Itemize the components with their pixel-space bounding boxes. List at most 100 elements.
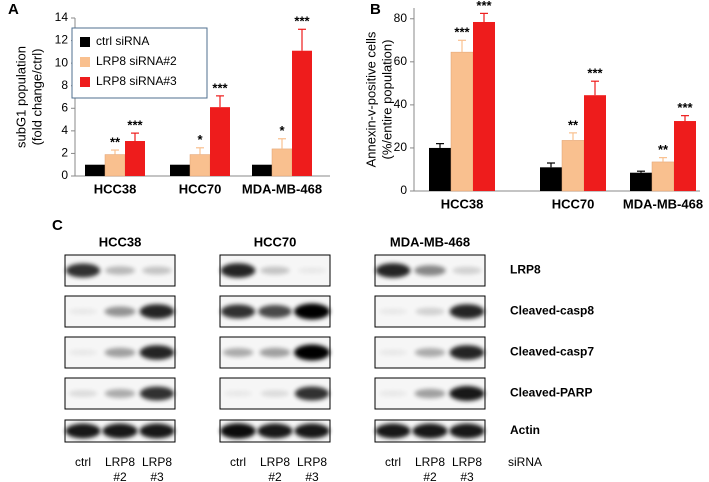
- bar: [85, 164, 105, 176]
- blot-band: [139, 345, 175, 360]
- blot-band: [375, 423, 411, 439]
- blot-band: [222, 348, 254, 357]
- y-tick-label: 0: [400, 183, 407, 197]
- group-label: HCC38: [99, 234, 142, 249]
- bar: [651, 161, 675, 192]
- significance-label: **: [110, 134, 121, 149]
- blot-band: [294, 303, 330, 320]
- blot-band: [375, 263, 411, 278]
- blot-band: [68, 390, 98, 397]
- error-bar: [111, 149, 119, 155]
- bar: [170, 164, 190, 176]
- y-tick-label: 10: [55, 55, 69, 69]
- blot-band: [415, 307, 445, 316]
- y-axis-label: Annexin-v-positive cells: [363, 31, 378, 167]
- bar: [292, 50, 312, 176]
- error-bar: [131, 132, 139, 142]
- blot-band: [104, 347, 136, 358]
- significance-label: ***: [294, 14, 310, 29]
- lane-label: #3: [150, 470, 164, 482]
- error-bar: [637, 170, 645, 173]
- lane-label: #3: [305, 470, 319, 482]
- bar: [189, 154, 211, 177]
- blot-band: [104, 389, 136, 398]
- legend-swatch: [80, 57, 90, 67]
- significance-label: ***: [212, 80, 228, 95]
- bar: [429, 147, 451, 191]
- lane-label: LRP8: [415, 455, 445, 469]
- protein-label: Cleaved-casp7: [510, 345, 594, 359]
- panel-letter: A: [8, 1, 19, 18]
- blot-band: [258, 305, 292, 318]
- lane-label: LRP8: [297, 455, 327, 469]
- blot-band: [294, 423, 330, 439]
- blot-band: [259, 347, 291, 358]
- bar: [674, 121, 696, 191]
- x-tick-label: MDA-MB-468: [242, 181, 322, 196]
- bar: [450, 51, 474, 192]
- y-tick-label: 8: [61, 78, 68, 92]
- significance-label: ***: [677, 100, 693, 115]
- group-label: MDA-MB-468: [390, 234, 470, 249]
- blot-band: [378, 349, 408, 356]
- lane-label: ctrl: [75, 455, 91, 469]
- blot-band: [378, 308, 408, 315]
- significance-label: ***: [454, 25, 470, 40]
- lane-label: #2: [113, 470, 127, 482]
- lane-label: LRP8: [452, 455, 482, 469]
- error-bar: [547, 162, 555, 168]
- error-bar: [480, 12, 488, 22]
- bar: [252, 164, 272, 176]
- protein-label: Cleaved-PARP: [510, 386, 592, 400]
- blot-band: [139, 304, 175, 319]
- error-bar: [216, 95, 224, 108]
- protein-label: Cleaved-casp8: [510, 304, 594, 318]
- significance-label: **: [658, 142, 669, 157]
- x-tick-label: HCC38: [441, 196, 484, 211]
- x-tick-label: MDA-MB-468: [623, 196, 703, 211]
- blot-band: [412, 423, 448, 439]
- blot-band: [142, 266, 172, 275]
- blot-band: [414, 388, 446, 399]
- error-bar: [298, 28, 306, 51]
- significance-label: ***: [476, 0, 492, 13]
- bar: [630, 172, 652, 191]
- blot-band: [449, 304, 485, 319]
- blot-band: [139, 423, 175, 439]
- y-tick-label: 6: [61, 100, 68, 114]
- error-bar: [569, 132, 577, 141]
- blot-band: [294, 386, 330, 401]
- blot-band: [378, 390, 408, 397]
- blot-band: [220, 423, 256, 439]
- blot-band: [257, 423, 293, 439]
- bar: [473, 21, 495, 192]
- bar: [561, 140, 585, 192]
- error-bar: [591, 80, 599, 96]
- significance-label: **: [568, 117, 579, 132]
- blot-band: [220, 263, 256, 278]
- legend-label: LRP8 siRNA#3: [96, 74, 177, 88]
- bar: [584, 95, 606, 191]
- lane-label: #3: [460, 470, 474, 482]
- lane-label: ctrl: [385, 455, 401, 469]
- bar: [271, 148, 293, 177]
- blot-band: [220, 304, 256, 319]
- error-bar: [436, 143, 444, 148]
- bar: [540, 167, 562, 191]
- protein-label: Actin: [510, 423, 540, 437]
- y-tick-label: 60: [394, 54, 408, 68]
- blot-band: [452, 266, 482, 275]
- y-tick-label: 40: [394, 97, 408, 111]
- treatment-label: siRNA: [508, 455, 542, 469]
- blot-band: [260, 266, 290, 275]
- blot-band: [105, 266, 135, 275]
- lane-label: ctrl: [230, 455, 246, 469]
- y-tick-label: 4: [61, 123, 68, 137]
- legend-label: ctrl siRNA: [96, 34, 149, 48]
- blot-band: [102, 423, 138, 439]
- blot-band: [294, 344, 330, 361]
- blot-band: [68, 308, 98, 315]
- blot-band: [68, 349, 98, 356]
- blot-band: [260, 390, 290, 397]
- error-bar: [458, 39, 466, 53]
